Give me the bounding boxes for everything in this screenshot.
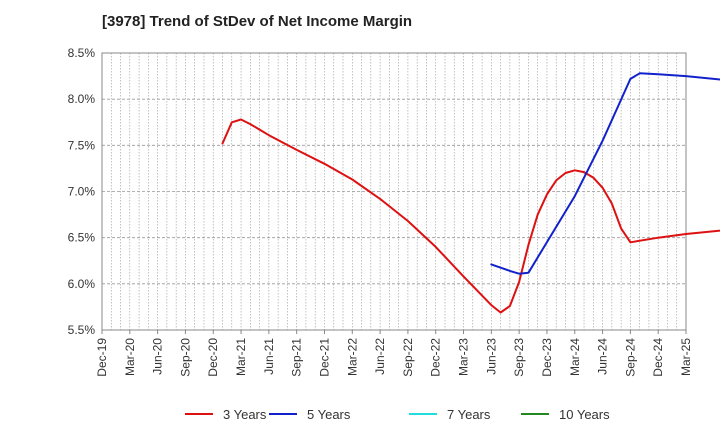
x-tick-label: Sep-20 <box>178 338 192 377</box>
x-tick-label: Jun-24 <box>596 338 610 375</box>
x-tick-label: Dec-22 <box>429 338 443 377</box>
x-tick-label: Mar-24 <box>568 338 582 376</box>
legend-label: 3 Years <box>223 407 267 422</box>
x-tick-label: Dec-21 <box>317 338 331 377</box>
x-tick-label: Jun-23 <box>484 338 498 375</box>
x-tick-label: Sep-21 <box>290 338 304 377</box>
legend: 3 Years 5 Years 7 Years 10 Years <box>185 407 610 422</box>
legend-label: 10 Years <box>559 407 610 422</box>
y-tick-label: 6.0% <box>68 277 96 291</box>
x-tick-label: Dec-19 <box>95 338 109 377</box>
legend-label: 7 Years <box>447 407 491 422</box>
x-tick-label: Mar-21 <box>234 338 248 376</box>
x-tick-label: Dec-20 <box>206 338 220 377</box>
x-tick-label: Sep-23 <box>512 338 526 377</box>
y-tick-label: 7.0% <box>68 185 96 199</box>
x-tick-label: Dec-24 <box>651 338 665 377</box>
y-tick-label: 5.5% <box>68 323 96 337</box>
x-tick-label: Sep-22 <box>401 338 415 377</box>
axes: 5.5% 6.0% 6.5% 7.0% 7.5% 8.0% 8.5% Dec-19 Mar-20… <box>68 46 693 377</box>
grid <box>101 52 687 331</box>
y-tick-label: 8.5% <box>68 46 96 60</box>
y-tick-label: 8.0% <box>68 92 96 106</box>
y-tick-label: 7.5% <box>68 138 96 152</box>
x-tick-label: Mar-23 <box>457 338 471 376</box>
x-tick-label: Mar-25 <box>679 338 693 376</box>
x-tick-label: Sep-24 <box>623 338 637 377</box>
x-tick-label: Jun-22 <box>373 338 387 375</box>
series-line-5-years <box>490 72 720 275</box>
x-tick-label: Jun-21 <box>262 338 276 375</box>
legend-label: 5 Years <box>307 407 351 422</box>
x-tick-label: Dec-23 <box>540 338 554 377</box>
series-lines <box>221 72 720 314</box>
chart-title: [3978] Trend of StDev of Net Income Marg… <box>102 13 413 30</box>
x-tick-label: Mar-22 <box>345 338 359 376</box>
plot-frame <box>101 52 687 331</box>
y-tick-label: 6.5% <box>68 231 96 245</box>
x-tick-label: Jun-20 <box>151 338 165 375</box>
x-tick-label: Mar-20 <box>123 338 137 376</box>
series-line-3-years <box>221 118 720 314</box>
